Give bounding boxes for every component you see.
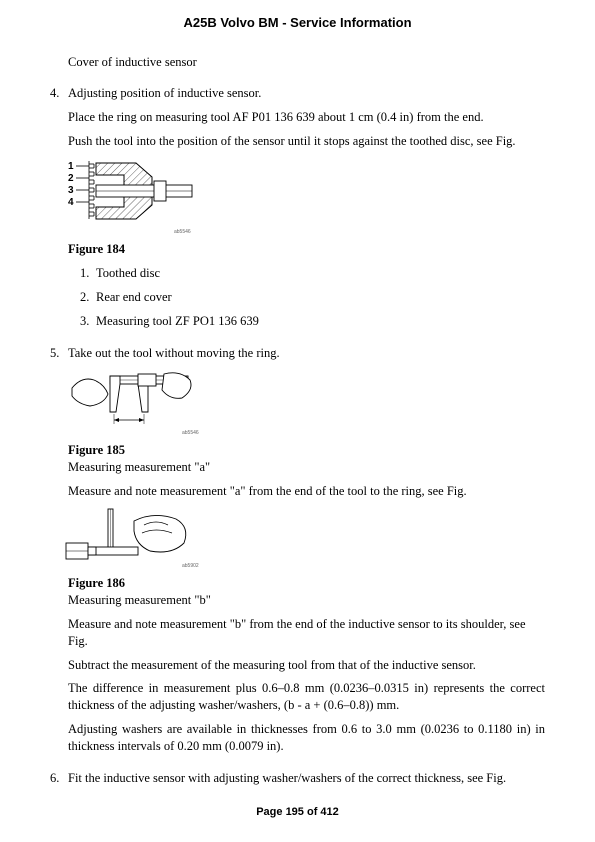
svg-text:ab5902: ab5902 bbox=[182, 563, 199, 569]
svg-text:ab5546: ab5546 bbox=[182, 430, 199, 436]
page-header: A25B Volvo BM - Service Information bbox=[0, 0, 595, 32]
fig184-label-2: 2 bbox=[68, 173, 74, 184]
step-4-p1: Place the ring on measuring tool AF P01 … bbox=[50, 109, 545, 126]
step-5-heading: 5. Take out the tool without moving the … bbox=[50, 345, 545, 362]
intro-text: Cover of inductive sensor bbox=[50, 54, 545, 71]
fig184-item-1: 1. Toothed disc bbox=[50, 265, 545, 282]
figure-185-caption: Measuring measurement "a" bbox=[50, 459, 545, 476]
svg-text:ab5546: ab5546 bbox=[174, 229, 191, 235]
figure-185-p1: Measure and note measurement "a" from th… bbox=[50, 483, 545, 500]
figure-186-caption: Measuring measurement "b" bbox=[50, 592, 545, 609]
figure-186-p1: Measure and note measurement "b" from th… bbox=[50, 616, 545, 650]
figure-186-p4: Adjusting washers are available in thick… bbox=[50, 721, 545, 755]
step-4-title: Adjusting position of inductive sensor. bbox=[68, 85, 261, 102]
fig184-item-2-text: Rear end cover bbox=[96, 289, 172, 306]
step-4-number: 4. bbox=[50, 85, 68, 102]
fig184-item-1-text: Toothed disc bbox=[96, 265, 160, 282]
figure-184-label: Figure 184 bbox=[50, 241, 545, 258]
fig184-label-1: 1 bbox=[68, 161, 74, 172]
fig184-item-3: 3. Measuring tool ZF PO1 136 639 bbox=[50, 313, 545, 330]
figure-186-p3: The difference in measurement plus 0.6–0… bbox=[50, 680, 545, 714]
step-4-p2: Push the tool into the position of the s… bbox=[50, 133, 545, 150]
fig184-label-3: 3 bbox=[68, 185, 74, 196]
figure-185-image: ab5546 bbox=[64, 368, 545, 438]
step-4-heading: 4. Adjusting position of inductive senso… bbox=[50, 85, 545, 102]
fig184-item-3-num: 3. bbox=[80, 313, 96, 330]
fig184-item-3-text: Measuring tool ZF PO1 136 639 bbox=[96, 313, 259, 330]
step-6-title: Fit the inductive sensor with adjusting … bbox=[68, 770, 506, 787]
figure-186-label: Figure 186 bbox=[50, 575, 545, 592]
fig184-item-2-num: 2. bbox=[80, 289, 96, 306]
figure-186-image: ab5902 bbox=[64, 507, 545, 571]
page-footer: Page 195 of 412 bbox=[0, 805, 595, 820]
page-content: Cover of inductive sensor 4. Adjusting p… bbox=[0, 32, 595, 787]
step-5-number: 5. bbox=[50, 345, 68, 362]
step-6-number: 6. bbox=[50, 770, 68, 787]
figure-184-image: 1 2 3 4 bbox=[64, 157, 545, 237]
fig184-label-4: 4 bbox=[68, 197, 74, 208]
figure-186-p2: Subtract the measurement of the measurin… bbox=[50, 657, 545, 674]
step-6-heading: 6. Fit the inductive sensor with adjusti… bbox=[50, 770, 545, 787]
fig184-item-2: 2. Rear end cover bbox=[50, 289, 545, 306]
figure-185-label: Figure 185 bbox=[50, 442, 545, 459]
step-5-title: Take out the tool without moving the rin… bbox=[68, 345, 280, 362]
fig184-item-1-num: 1. bbox=[80, 265, 96, 282]
